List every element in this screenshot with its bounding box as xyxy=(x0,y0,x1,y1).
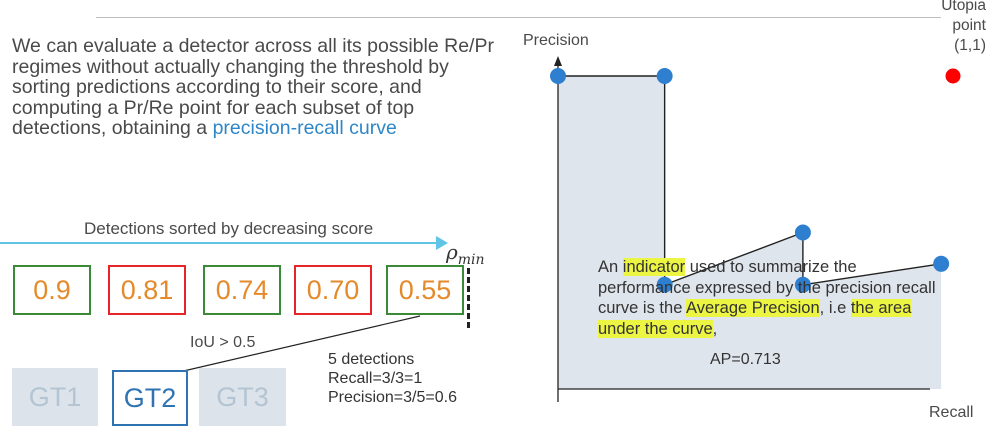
pr-point-4 xyxy=(794,224,811,241)
ap-mark-average-precision: Average Precision xyxy=(686,299,820,317)
stats-block: 5 detections Recall=3/3=1 Precision=3/5=… xyxy=(328,350,457,407)
detection-box-3: 0.74 xyxy=(203,265,281,315)
stats-recall: Recall=3/3=1 xyxy=(328,370,423,387)
ap-value: AP=0.713 xyxy=(710,351,781,368)
ap-text-3: , i.e xyxy=(819,299,851,317)
utopia-point xyxy=(945,68,961,84)
ap-text-1: An xyxy=(598,258,623,276)
pr-point-5 xyxy=(794,276,811,293)
ap-annotation: An indicator used to summarize the perfo… xyxy=(598,257,938,339)
pr-point-3 xyxy=(656,276,673,293)
utopia-label: Utopia point (1,1) xyxy=(916,0,986,56)
pr-curve-line xyxy=(558,75,942,286)
rho-subscript: min xyxy=(457,252,485,268)
stats-detections: 5 detections xyxy=(328,351,415,368)
gt-label: GT1 xyxy=(28,381,82,412)
detections-label: Detections sorted by decreasing score xyxy=(84,219,374,238)
detection-box-5: 0.55 xyxy=(386,265,464,315)
detection-box-2: 0.81 xyxy=(108,265,186,315)
gt-label: GT3 xyxy=(216,381,269,412)
detection-score: 0.81 xyxy=(120,274,174,305)
utopia-line-2: point xyxy=(952,17,986,34)
iou-label: IoU > 0.5 xyxy=(190,334,256,351)
threshold-dashed-line xyxy=(467,268,470,328)
area-under-curve xyxy=(558,76,942,389)
detection-score: 0.9 xyxy=(33,274,71,305)
score-arrow-head-icon xyxy=(436,236,448,250)
pr-point-1 xyxy=(550,68,566,84)
pr-point-2 xyxy=(656,68,673,84)
ap-mark-indicator: indicator xyxy=(622,258,686,276)
detection-box-1: 0.9 xyxy=(13,265,91,315)
pr-point-6 xyxy=(933,255,950,272)
ap-text-4: , xyxy=(712,319,718,338)
pr-chart xyxy=(550,56,961,402)
gt-box-3: GT3 xyxy=(199,368,286,426)
y-axis-label: Precision xyxy=(523,32,589,49)
utopia-line-3: (1,1) xyxy=(954,37,986,54)
x-axis-label: Recall xyxy=(929,404,974,421)
gt-box-2: GT2 xyxy=(112,370,188,426)
detection-box-4: 0.70 xyxy=(294,265,372,315)
detection-score: 0.55 xyxy=(398,274,452,305)
intro-paragraph: We can evaluate a detector across all it… xyxy=(12,36,512,139)
intro-highlight: precision-recall curve xyxy=(212,117,397,139)
detection-score: 0.74 xyxy=(215,274,269,305)
y-axis-arrow-icon xyxy=(554,56,562,66)
rho-symbol: ρ xyxy=(446,240,458,264)
rho-min-label: ρmin xyxy=(446,240,485,268)
stats-precision: Precision=3/5=0.6 xyxy=(328,389,457,406)
match-line xyxy=(161,315,421,377)
top-divider xyxy=(96,17,941,18)
ap-text-2: used to summarize the performance expres… xyxy=(598,258,936,317)
intro-text: We can evaluate a detector across all it… xyxy=(12,35,494,139)
detection-score: 0.70 xyxy=(306,274,360,305)
gt-box-1: GT1 xyxy=(12,368,98,426)
score-arrow-line xyxy=(0,242,438,244)
utopia-line-1: Utopia xyxy=(941,0,986,14)
gt-label: GT2 xyxy=(123,382,177,413)
